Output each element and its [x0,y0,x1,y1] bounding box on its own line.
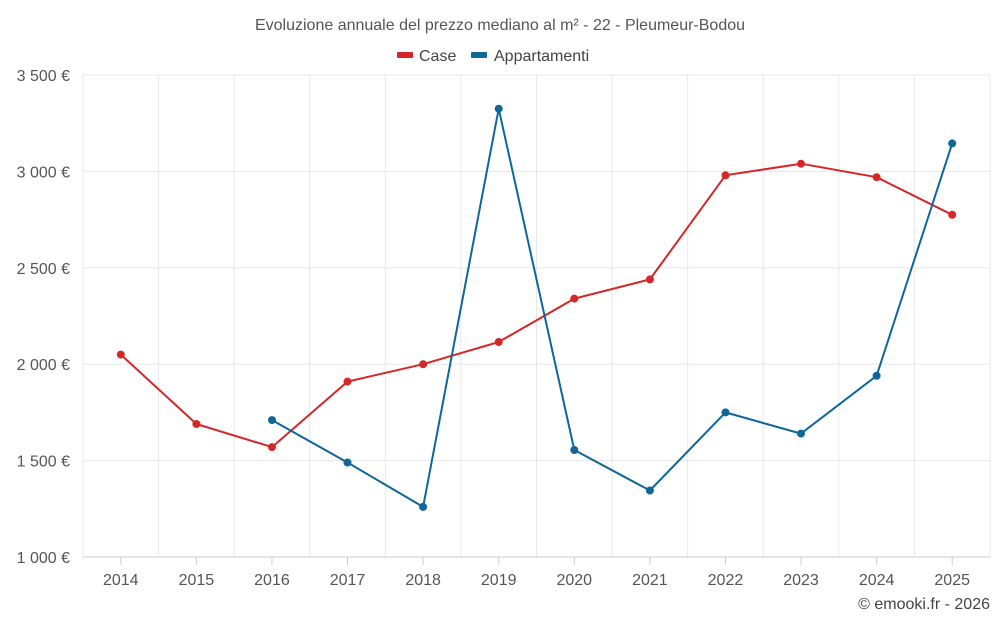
series-appartamenti [268,104,957,511]
y-tick-label: 2 500 € [17,261,70,278]
series-line-case [120,162,953,449]
credit-text: © emooki.fr - 2026 [858,596,990,613]
y-axis: 1 000 € 1 500 € 2 000 € 2 500 € 3 000 € 3 500… [17,68,70,567]
x-tick-label: 2021 [632,572,668,589]
x-tick-label: 2022 [708,572,744,589]
data-point-case-2022[interactable] [721,171,730,180]
y-tick-label: 3 500 € [17,68,70,85]
legend-label-appartamenti: Appartamenti [494,48,589,65]
data-point-case-2016[interactable] [268,443,276,452]
x-tick-label: 2015 [179,572,215,589]
series-case [116,159,957,452]
data-point-appartamenti-2021[interactable] [645,486,654,495]
legend-swatch-appartamenti [471,52,487,58]
x-tick-label: 2024 [859,572,895,589]
data-point-case-2018[interactable] [419,360,428,369]
x-tick-label: 2019 [481,572,517,589]
data-point-appartamenti-2024[interactable] [872,371,881,380]
data-point-case-2024[interactable] [872,173,881,182]
x-tick-label: 2025 [934,572,970,589]
series-line-appartamenti [271,107,954,508]
x-tick-label: 2016 [254,572,290,589]
data-point-case-2023[interactable] [797,159,805,168]
data-point-appartamenti-2018[interactable] [419,502,428,511]
data-point-case-2015[interactable] [192,420,201,428]
data-point-appartamenti-2017[interactable] [343,458,352,467]
legend-item-case[interactable]: Case [397,48,456,65]
data-point-case-2017[interactable] [343,377,352,386]
y-tick-label: 3 000 € [17,164,70,181]
y-tick-label: 1 000 € [17,550,70,567]
data-point-appartamenti-2022[interactable] [721,408,730,417]
legend-item-appartamenti[interactable]: Appartamenti [471,48,589,65]
series-layer [116,104,957,511]
legend-swatch-case [397,52,413,58]
x-axis: 2014 2015 2016 2017 2018 2019 2020 2021 2022 2023… [83,556,990,589]
legend: Case Appartamenti [397,48,589,65]
grid [82,74,991,557]
data-point-appartamenti-2025[interactable] [948,139,957,148]
data-point-case-2025[interactable] [948,210,957,219]
x-tick-label: 2020 [556,572,592,589]
data-point-appartamenti-2016[interactable] [268,416,276,425]
x-tick-label: 2014 [103,572,139,589]
y-tick-label: 2 000 € [17,357,70,374]
data-point-case-2020[interactable] [570,294,579,303]
x-tick-label: 2018 [405,572,441,589]
x-tick-label: 2023 [783,572,819,589]
data-point-case-2019[interactable] [494,338,503,346]
data-point-appartamenti-2020[interactable] [570,446,579,454]
data-point-appartamenti-2019[interactable] [494,104,503,113]
data-point-case-2014[interactable] [116,350,125,359]
x-tick-label: 2017 [330,572,366,589]
chart-title: Evoluzione annuale del prezzo mediano al… [255,17,745,34]
data-point-appartamenti-2023[interactable] [797,429,805,438]
legend-label-case: Case [419,48,456,65]
data-point-case-2021[interactable] [645,275,654,284]
y-tick-label: 1 500 € [17,454,70,471]
